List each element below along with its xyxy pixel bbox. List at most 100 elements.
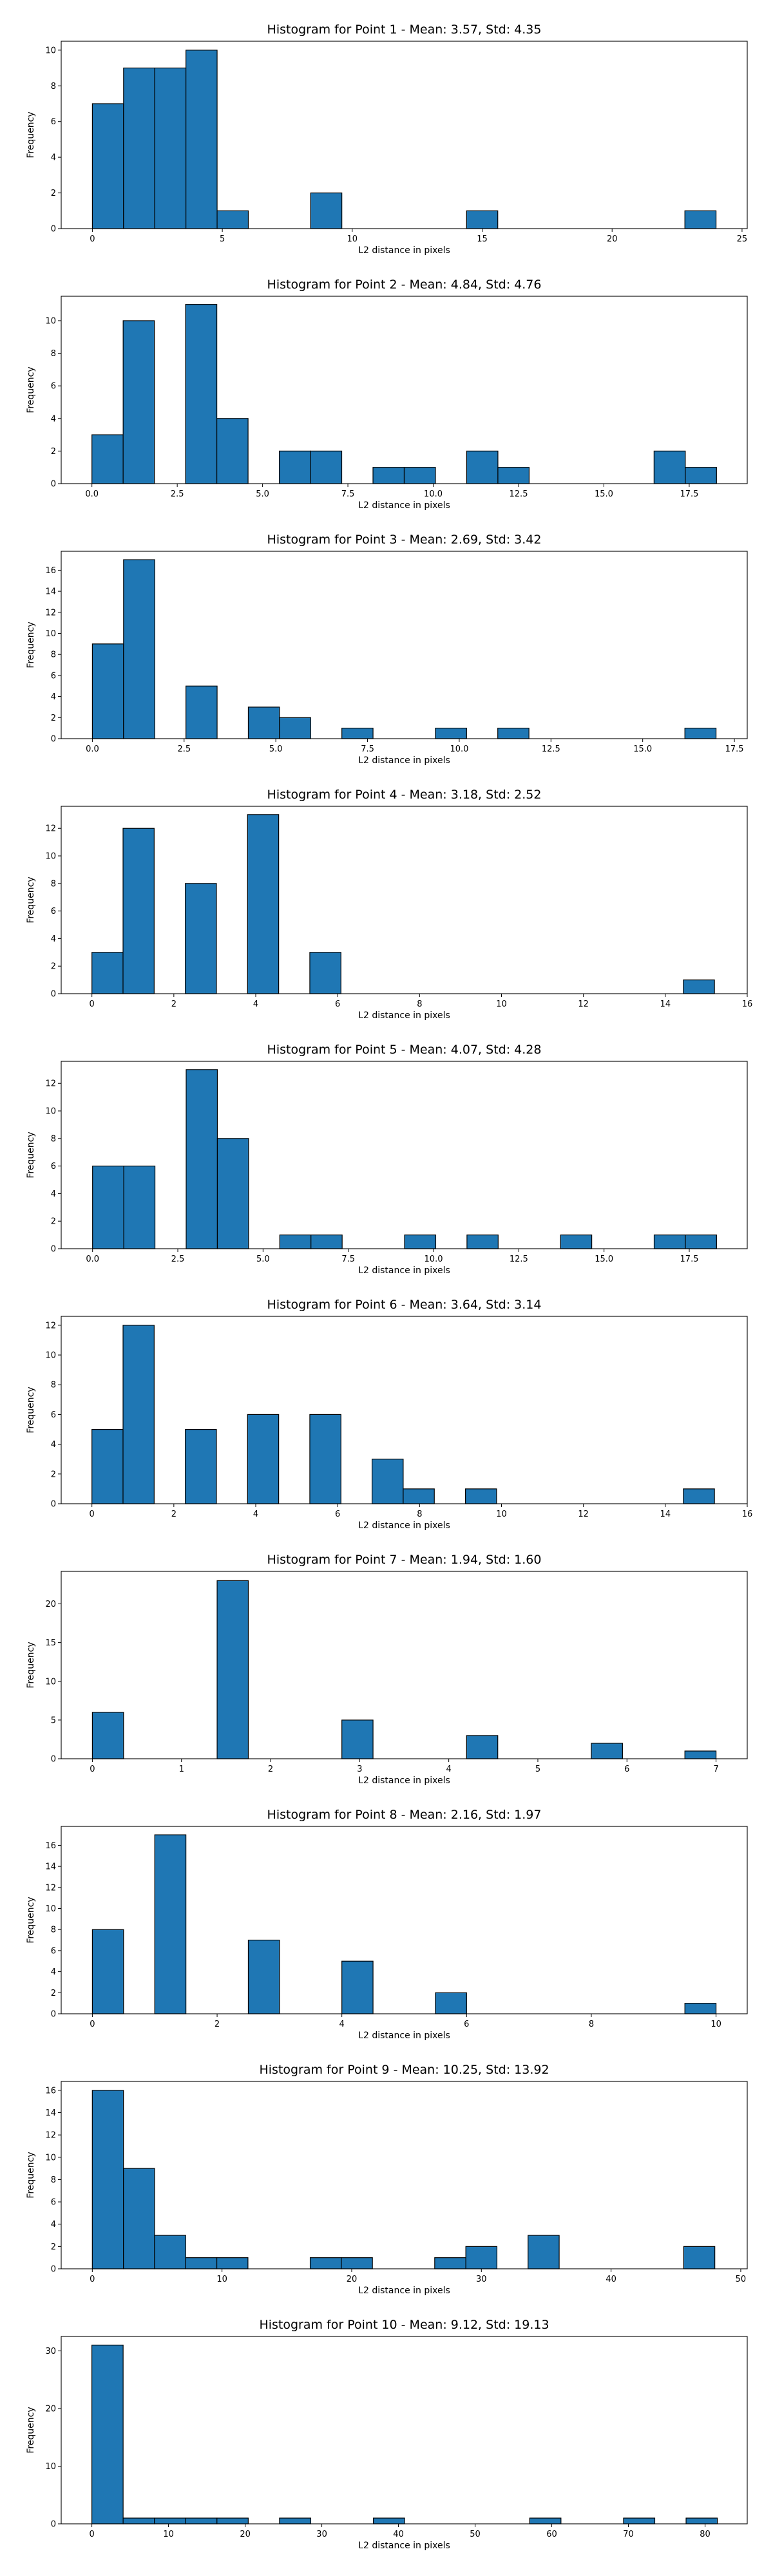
- x-tick-label: 50: [470, 2530, 481, 2539]
- histogram-bar: [123, 2168, 155, 2269]
- x-tick-label: 0: [90, 234, 95, 244]
- histogram-bar: [403, 467, 436, 484]
- x-tick-label: 14: [660, 1510, 671, 1519]
- histogram-bar: [279, 2517, 312, 2524]
- y-tick-label: 10: [45, 1107, 56, 1117]
- histogram-bar: [434, 2257, 466, 2269]
- histogram-panel: Histogram for Point 4 - Mean: 3.18, Std:…: [26, 788, 752, 1021]
- x-tick-label: 0: [90, 2020, 95, 2029]
- histogram-bar: [653, 450, 686, 484]
- x-axis-label: L2 distance in pixels: [358, 1520, 450, 1531]
- x-tick-label: 40: [393, 2530, 404, 2539]
- x-tick-label: 5: [535, 1765, 540, 1774]
- chart-title: Histogram for Point 3 - Mean: 2.69, Std:…: [267, 533, 542, 547]
- histogram-bar: [91, 2090, 124, 2269]
- histogram-bar: [91, 952, 124, 994]
- histogram-bar: [92, 1166, 124, 1249]
- x-tick-label: 7.5: [341, 489, 355, 499]
- x-tick-label: 6: [624, 1765, 629, 1774]
- x-tick-label: 0: [90, 2275, 95, 2284]
- y-tick-label: 2: [51, 1217, 56, 1227]
- histogram-bar: [154, 2235, 186, 2269]
- y-tick-label: 2: [51, 1470, 56, 1479]
- y-tick-label: 16: [45, 1841, 56, 1851]
- chart-title: Histogram for Point 2 - Mean: 4.84, Std:…: [267, 278, 542, 292]
- x-tick-label: 15.0: [633, 744, 652, 754]
- histogram-bar: [91, 1712, 124, 1759]
- x-tick-label: 2: [171, 1510, 177, 1519]
- y-tick-label: 4: [51, 1967, 56, 1977]
- x-tick-label: 10: [163, 2530, 174, 2539]
- x-tick-label: 25: [737, 234, 748, 244]
- histogram-bar: [247, 1939, 280, 2014]
- histogram-bar: [310, 450, 343, 484]
- x-tick-label: 10: [347, 234, 358, 244]
- x-tick-label: 0: [89, 2530, 94, 2539]
- y-tick-label: 10: [45, 316, 56, 326]
- y-tick-label: 10: [45, 1904, 56, 1914]
- y-tick-label: 12: [45, 1079, 56, 1089]
- histogram-bar: [278, 450, 311, 484]
- histogram-panel: Histogram for Point 6 - Mean: 3.64, Std:…: [26, 1298, 752, 1531]
- x-axis-label: L2 distance in pixels: [358, 2541, 450, 2551]
- histogram-panel: Histogram for Point 9 - Mean: 10.25, Std…: [26, 2063, 748, 2296]
- y-tick-label: 12: [45, 1321, 56, 1331]
- y-tick-label: 10: [45, 852, 56, 862]
- x-tick-label: 2.5: [171, 489, 184, 499]
- x-tick-label: 0.0: [86, 1255, 99, 1264]
- histogram-bar: [684, 1750, 717, 1759]
- histogram-bar: [123, 559, 155, 739]
- x-axis-label: L2 distance in pixels: [358, 245, 450, 256]
- y-tick-label: 2: [51, 189, 56, 198]
- chart-title: Histogram for Point 10 - Mean: 9.12, Std…: [259, 2318, 549, 2332]
- histogram-bar: [685, 2517, 718, 2524]
- y-tick-label: 4: [51, 2220, 56, 2230]
- histogram-bar: [683, 1488, 715, 1504]
- histogram-bar: [91, 434, 124, 484]
- y-tick-label: 8: [51, 1926, 56, 1935]
- x-tick-label: 5.0: [269, 744, 283, 754]
- histogram-panel: Histogram for Point 5 - Mean: 4.07, Std:…: [26, 1043, 748, 1276]
- histogram-bar: [466, 210, 499, 229]
- x-tick-label: 6: [335, 1510, 340, 1519]
- chart-title: Histogram for Point 4 - Mean: 3.18, Std:…: [267, 788, 542, 802]
- x-tick-label: 17.5: [725, 744, 744, 754]
- x-tick-label: 10.0: [424, 489, 443, 499]
- y-tick-label: 6: [51, 2198, 56, 2208]
- x-tick-label: 40: [606, 2275, 616, 2284]
- histogram-bar: [123, 1166, 156, 1249]
- y-tick-label: 14: [45, 2108, 56, 2118]
- x-tick-label: 0.0: [86, 744, 99, 754]
- histogram-bar: [185, 304, 218, 484]
- histogram-bar: [185, 883, 217, 994]
- y-tick-label: 6: [51, 1410, 56, 1420]
- histogram-bar: [685, 1235, 717, 1249]
- histogram-bar: [310, 1235, 343, 1249]
- x-tick-label: 20: [240, 2530, 251, 2539]
- x-axis-label: L2 distance in pixels: [358, 2286, 450, 2296]
- y-tick-label: 6: [51, 671, 56, 681]
- histogram-bar: [247, 814, 280, 994]
- histogram-bar: [497, 467, 530, 484]
- y-tick-label: 0: [51, 990, 56, 999]
- x-tick-label: 60: [546, 2530, 557, 2539]
- y-tick-label: 12: [45, 2131, 56, 2141]
- y-axis-label: Frequency: [26, 2152, 36, 2198]
- y-tick-label: 0: [51, 1755, 56, 1765]
- histogram-bar: [309, 952, 341, 994]
- histogram-bar: [466, 1735, 499, 1759]
- x-tick-label: 12.5: [542, 744, 560, 754]
- histogram-bar: [216, 2257, 249, 2269]
- x-tick-label: 50: [736, 2275, 747, 2284]
- y-tick-label: 10: [45, 1351, 56, 1361]
- y-tick-label: 2: [51, 962, 56, 972]
- x-tick-label: 1: [179, 1765, 184, 1774]
- plot-frame: [61, 551, 748, 739]
- histogram-bar: [685, 467, 717, 484]
- histogram-panel: Histogram for Point 8 - Mean: 2.16, Std:…: [26, 1808, 748, 2041]
- histogram-bar: [122, 828, 155, 994]
- y-tick-label: 8: [51, 1134, 56, 1144]
- histogram-bar: [216, 1580, 249, 1759]
- histogram-bar: [154, 1834, 187, 2014]
- chart-title: Histogram for Point 7 - Mean: 1.94, Std:…: [267, 1553, 542, 1567]
